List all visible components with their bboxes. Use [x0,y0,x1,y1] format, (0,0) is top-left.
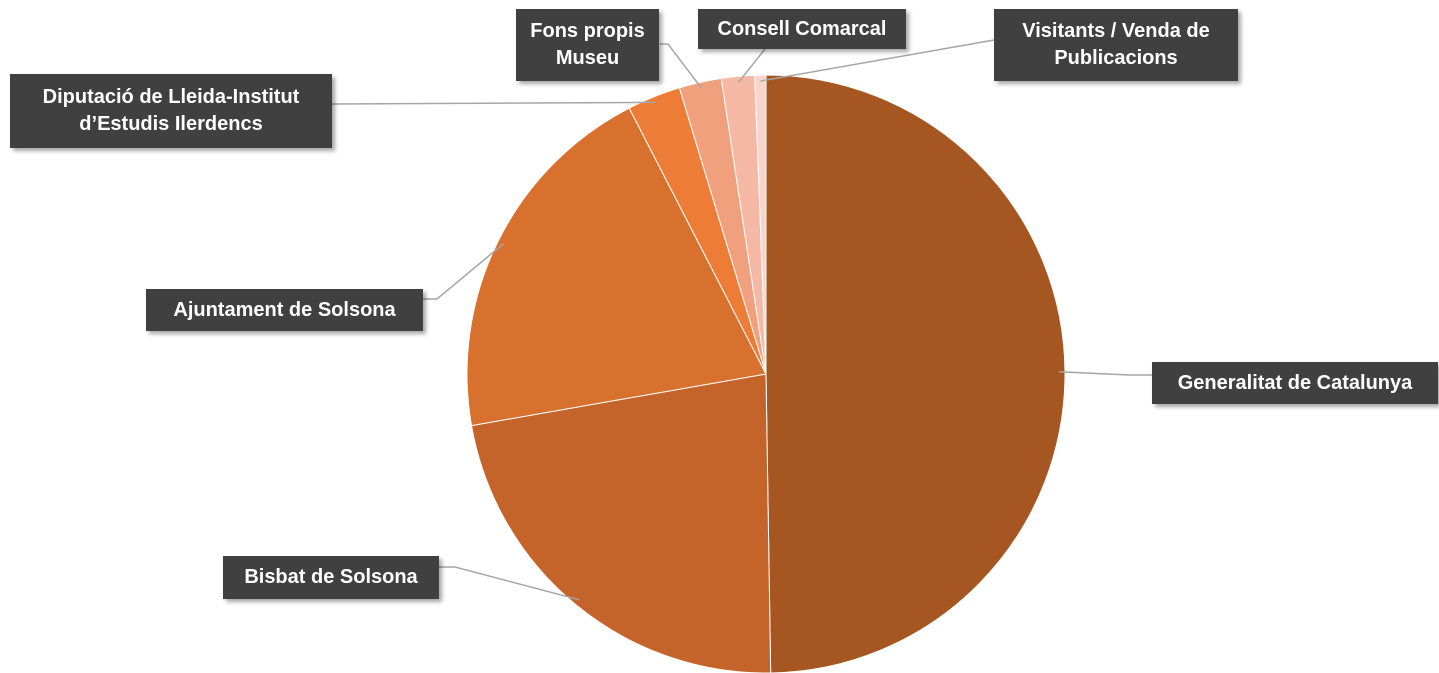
leader-line [737,48,766,83]
data-label-fons-propis: Fons propis Museu [516,9,659,81]
pie-slices [466,74,1066,673]
leader-line [660,43,703,89]
data-label-consell-comarcal: Consell Comarcal [698,9,906,49]
pie-slice [470,373,772,673]
pie-slice [466,107,767,427]
pie-slice [765,74,1066,673]
data-label-visitants: Visitants / Venda de Publicacions [994,9,1238,81]
pie-slice [754,74,767,375]
data-label-ajuntament: Ajuntament de Solsona [146,289,423,331]
leader-line [1058,370,1152,376]
leader-lines [331,39,1152,601]
leader-line [423,243,505,300]
data-label-bisbat: Bisbat de Solsona [223,556,439,599]
leader-line [331,101,657,105]
data-label-diputacio: Diputació de Lleida-Institut d’Estudis I… [10,74,332,148]
leader-line [439,566,580,601]
data-label-generalitat: Generalitat de Catalunya [1152,362,1438,404]
leader-line [760,39,995,82]
